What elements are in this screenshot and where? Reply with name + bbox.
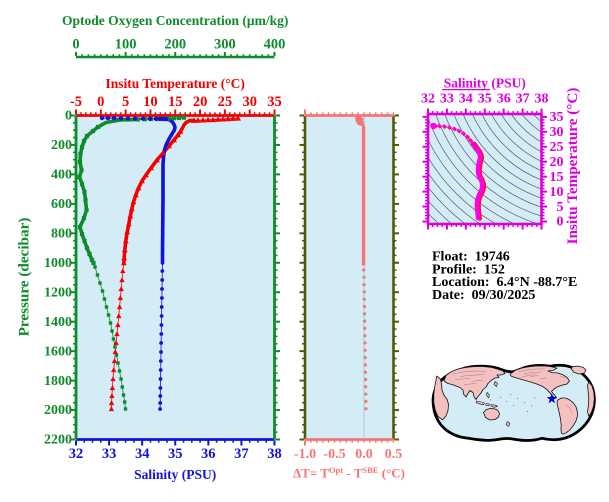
svg-text:400: 400 — [51, 168, 72, 183]
svg-text:200: 200 — [164, 37, 186, 53]
svg-text:Pressure (decibar): Pressure (decibar) — [16, 218, 33, 337]
svg-text:400: 400 — [264, 37, 286, 53]
svg-text:-5: -5 — [70, 94, 82, 110]
svg-text:0.5: 0.5 — [385, 447, 403, 462]
svg-text:1800: 1800 — [44, 374, 72, 389]
svg-text:37: 37 — [234, 446, 249, 462]
svg-text:1200: 1200 — [44, 285, 72, 300]
svg-text:300: 300 — [214, 37, 236, 53]
svg-text:-0.5: -0.5 — [323, 447, 345, 462]
svg-text:Insitu Temperature (°C): Insitu Temperature (°C) — [564, 88, 581, 245]
svg-text:38: 38 — [267, 446, 282, 462]
svg-text:2000: 2000 — [44, 403, 72, 418]
svg-text:Salinity (PSU): Salinity (PSU) — [134, 467, 216, 482]
svg-text:34: 34 — [459, 92, 473, 107]
svg-text:36: 36 — [201, 446, 216, 462]
svg-text:30: 30 — [550, 125, 564, 140]
svg-text:25: 25 — [550, 140, 564, 155]
svg-text:0: 0 — [97, 94, 104, 110]
svg-text:32: 32 — [69, 446, 84, 462]
svg-text:100: 100 — [115, 37, 137, 53]
svg-text:33: 33 — [102, 446, 117, 462]
svg-text:5: 5 — [557, 200, 564, 215]
svg-text:Salinity (PSU): Salinity (PSU) — [444, 76, 526, 91]
svg-text:20: 20 — [550, 155, 564, 170]
svg-text:0: 0 — [557, 215, 564, 230]
svg-text:0: 0 — [72, 37, 79, 53]
svg-text:35: 35 — [478, 92, 492, 107]
svg-text:38: 38 — [535, 92, 549, 107]
svg-text:1600: 1600 — [44, 344, 72, 359]
svg-text:200: 200 — [51, 138, 72, 153]
svg-text:0: 0 — [65, 109, 72, 124]
svg-text:34: 34 — [135, 446, 150, 462]
svg-text:Date: 09/30/2025: Date: 09/30/2025 — [432, 288, 535, 303]
svg-text:Insitu Temperature (°C): Insitu Temperature (°C) — [105, 76, 244, 91]
svg-text:35: 35 — [168, 446, 183, 462]
svg-text:10: 10 — [550, 185, 564, 200]
svg-text:15: 15 — [550, 170, 564, 185]
svg-text:32: 32 — [421, 92, 435, 107]
svg-text:35: 35 — [267, 94, 282, 110]
svg-text:-1.0: -1.0 — [294, 447, 316, 462]
svg-text:35: 35 — [550, 110, 564, 125]
svg-text:600: 600 — [51, 197, 72, 212]
svg-text:10: 10 — [143, 94, 158, 110]
svg-text:2200: 2200 — [44, 433, 72, 448]
svg-text:15: 15 — [168, 94, 183, 110]
svg-text:33: 33 — [440, 92, 454, 107]
svg-text:ΔT= TOpt - TSBE (°C): ΔT= TOpt - TSBE (°C) — [293, 465, 405, 481]
svg-text:800: 800 — [51, 227, 72, 242]
svg-text:1400: 1400 — [44, 315, 72, 330]
svg-text:36: 36 — [497, 92, 511, 107]
svg-text:1000: 1000 — [44, 256, 72, 271]
svg-text:37: 37 — [516, 92, 530, 107]
svg-text:0.0: 0.0 — [355, 447, 373, 462]
svg-text:5: 5 — [122, 94, 129, 110]
svg-text:Optode Oxygen Concentration (μ: Optode Oxygen Concentration (μm/kg) — [62, 13, 288, 28]
svg-text:20: 20 — [193, 94, 208, 110]
svg-text:25: 25 — [218, 94, 233, 110]
svg-text:30: 30 — [242, 94, 257, 110]
